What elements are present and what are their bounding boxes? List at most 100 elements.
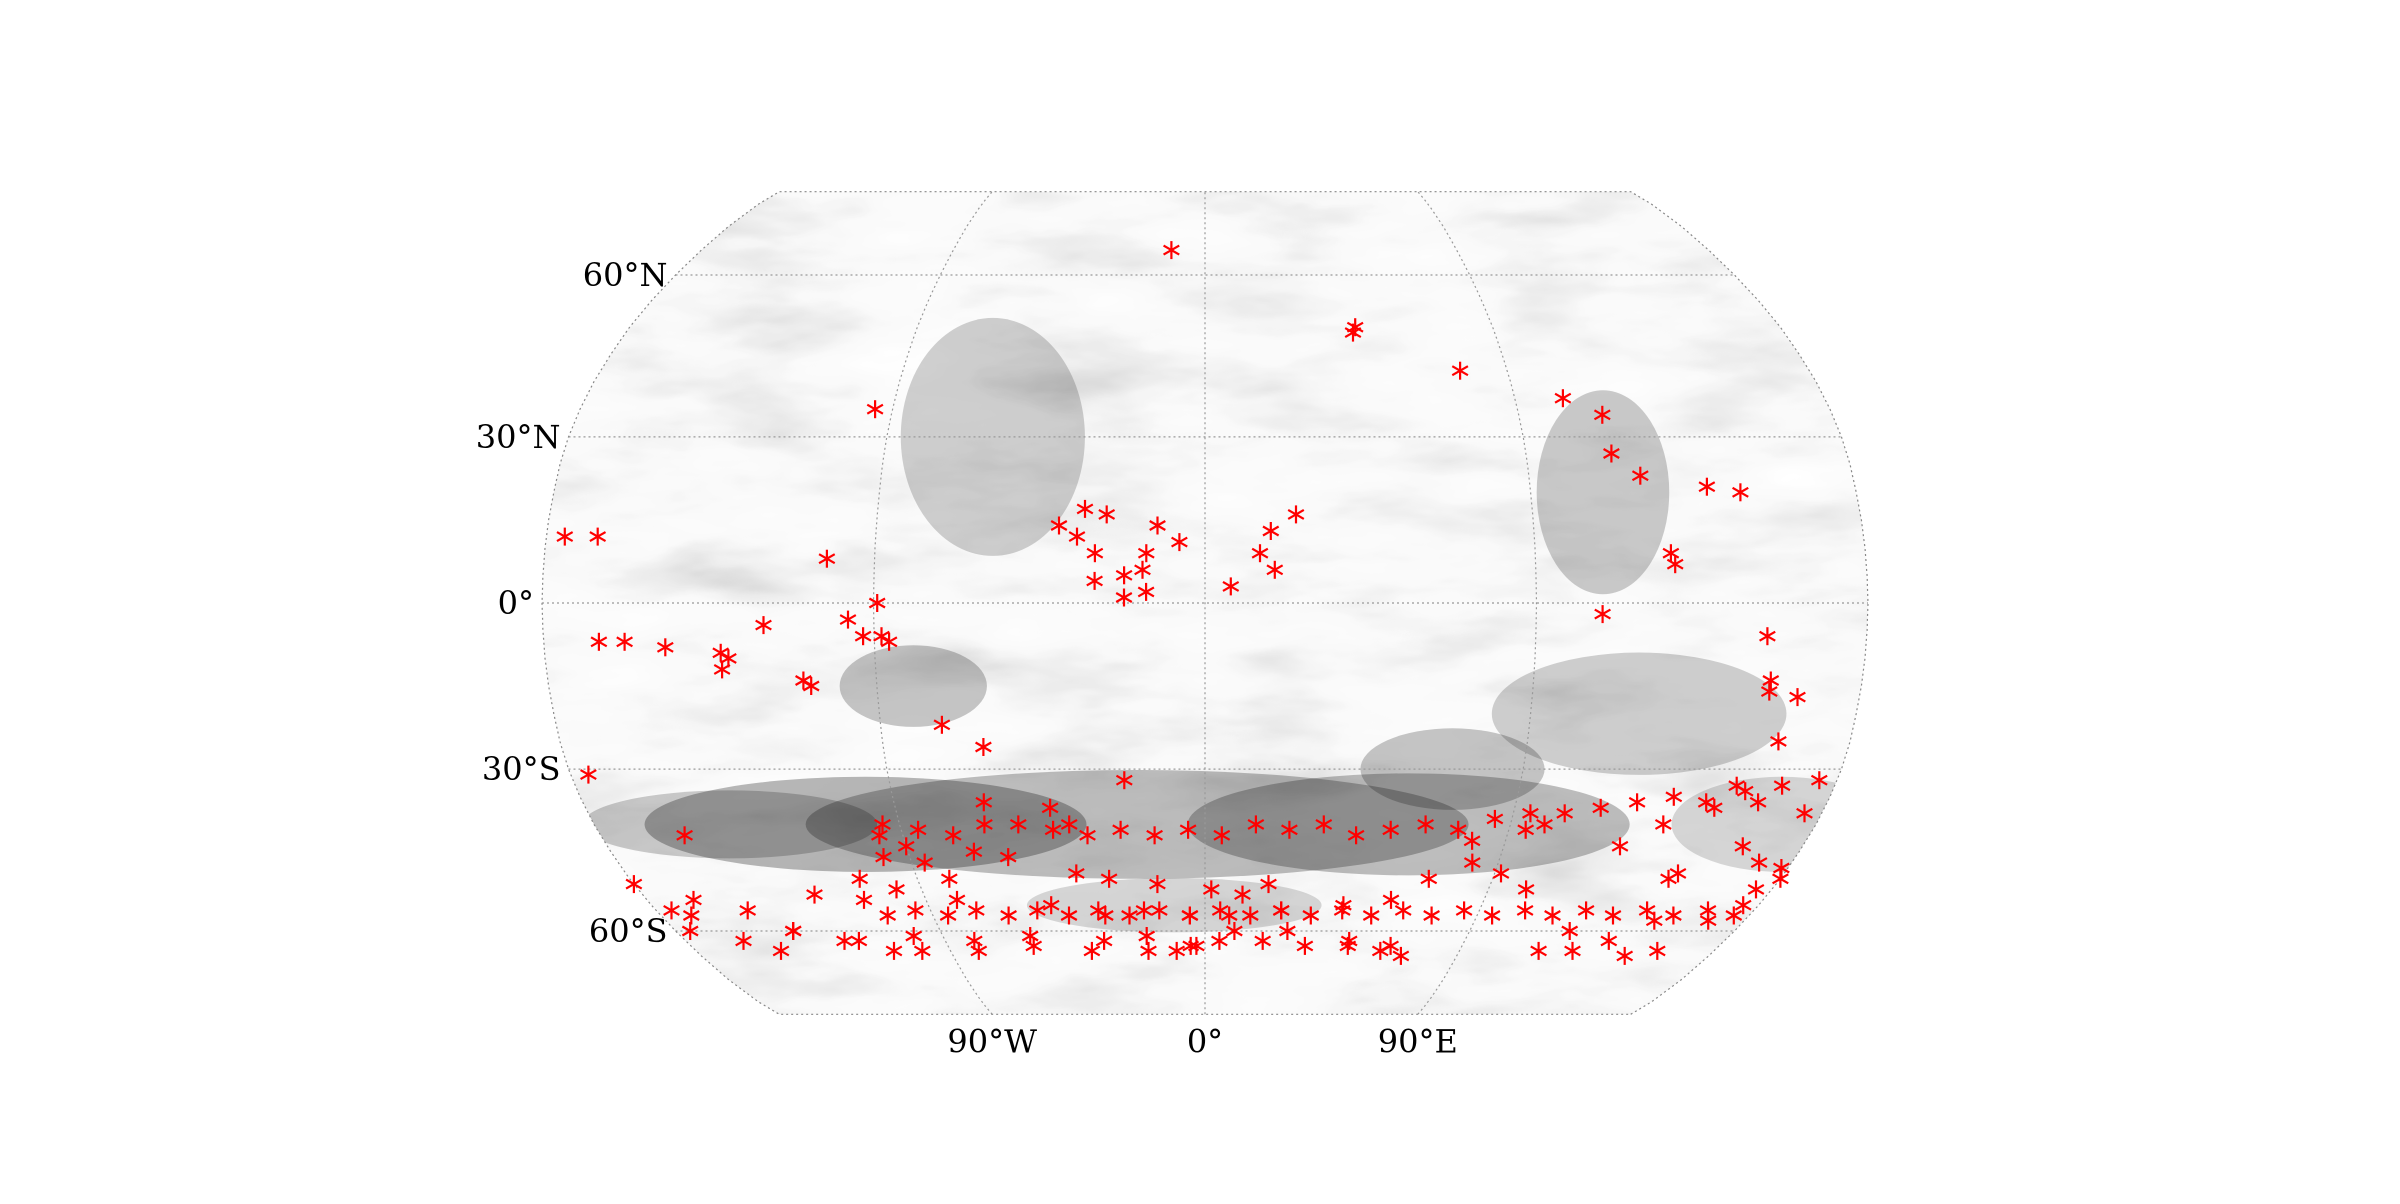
crater-marker [1463, 853, 1481, 872]
crater-marker [1149, 516, 1166, 535]
meridian-line [1417, 191, 1538, 1015]
crater-marker [1222, 577, 1240, 596]
crater-marker [868, 594, 886, 612]
crater-marker [1760, 682, 1778, 701]
crater-marker [1725, 906, 1743, 925]
crater-marker [1423, 906, 1440, 925]
crater-marker [967, 901, 985, 920]
crater-marker [1577, 901, 1595, 920]
crater-marker [1042, 896, 1060, 915]
crater-marker [625, 875, 643, 894]
crater-marker [916, 853, 934, 872]
crater-marker [589, 527, 607, 546]
crater-marker [784, 922, 802, 940]
crater-marker [976, 815, 993, 834]
crater-marker [854, 627, 872, 646]
crater-marker [1098, 505, 1116, 524]
crater-marker [1516, 901, 1534, 920]
crater-marker [1137, 582, 1155, 601]
crater-marker [1281, 820, 1298, 839]
crater-marker [1181, 906, 1199, 925]
crater-marker [1213, 826, 1231, 845]
map-outline [541, 191, 1869, 1015]
crater-marker [590, 632, 608, 651]
crater-marker [1616, 946, 1634, 965]
crater-marker [1492, 864, 1510, 883]
crater-marker [1211, 931, 1228, 950]
crater-marker [663, 901, 680, 920]
crater-marker [1041, 798, 1059, 817]
crater-marker [999, 848, 1017, 867]
meridian-line [872, 191, 993, 1015]
crater-marker [1083, 941, 1101, 960]
crater-marker [1455, 901, 1473, 920]
crater-marker [1137, 544, 1155, 563]
crater-marker [879, 906, 897, 925]
crater-marker [1749, 793, 1767, 812]
crater-marker [1420, 869, 1438, 888]
crater-marker [1060, 906, 1078, 925]
crater-marker [1247, 815, 1265, 834]
crater-marker [1168, 941, 1186, 960]
crater-marker [739, 901, 757, 920]
crater-marker [685, 890, 702, 909]
crater-marker [1554, 389, 1572, 408]
crater-marker [880, 632, 898, 651]
crater-marker [1666, 555, 1684, 574]
crater-marker [944, 826, 962, 845]
dark-region [1026, 878, 1322, 933]
crater-marker [616, 632, 633, 651]
crater-marker [1732, 483, 1749, 502]
crater-marker [948, 890, 966, 909]
crater-marker [1665, 787, 1683, 806]
crater-marker [1146, 826, 1163, 845]
crater-marker [1226, 922, 1243, 940]
latitude-labels: 60°N 30°N 0° 30°S 60°S [476, 256, 668, 950]
crater-marker [913, 941, 931, 960]
crater-marker [1699, 901, 1717, 920]
crater-marker [1121, 906, 1138, 925]
crater-marker [975, 793, 993, 812]
crater-marker [871, 826, 888, 845]
crater-marker [1600, 931, 1618, 950]
dark-region [1360, 728, 1545, 810]
crater-marker [866, 400, 884, 419]
crater-marker [802, 677, 820, 695]
crater-marker [874, 815, 891, 834]
crater-marker [1287, 505, 1305, 524]
crater-marker [676, 826, 693, 845]
crater-marker [1536, 815, 1553, 834]
crater-marker [1654, 815, 1672, 834]
crater-marker [1344, 323, 1362, 342]
crater-marker [1592, 798, 1610, 817]
crater-marker [1068, 527, 1086, 546]
crater-marker [755, 616, 772, 635]
crater-marker [1669, 864, 1687, 883]
crater-marker [1315, 815, 1333, 834]
crater-marker [909, 820, 927, 839]
crater-marker [1611, 837, 1629, 856]
crater-marker [1086, 571, 1103, 590]
crater-marker [681, 922, 699, 940]
latitude-label: 30°N [476, 418, 561, 456]
crater-marker [1234, 885, 1251, 904]
crater-marker [556, 527, 574, 546]
crater-marker [875, 848, 892, 867]
crater-marker [1638, 901, 1656, 920]
dark-region [839, 645, 987, 727]
crater-marker [1382, 890, 1400, 909]
dark-region [900, 317, 1085, 556]
crater-marker [713, 660, 731, 679]
graticule [542, 191, 1868, 1015]
latitude-label: 0° [498, 584, 534, 622]
crater-marker [1086, 544, 1104, 563]
crater-marker [1171, 533, 1188, 552]
crater-markers [556, 241, 1828, 965]
crater-marker [1665, 906, 1682, 925]
crater-marker [1050, 516, 1068, 535]
crater-marker [1594, 605, 1611, 624]
crater-marker [1262, 522, 1280, 540]
crater-marker [1115, 771, 1133, 790]
crater-marker [1115, 588, 1133, 607]
crater-marker [1254, 931, 1272, 950]
